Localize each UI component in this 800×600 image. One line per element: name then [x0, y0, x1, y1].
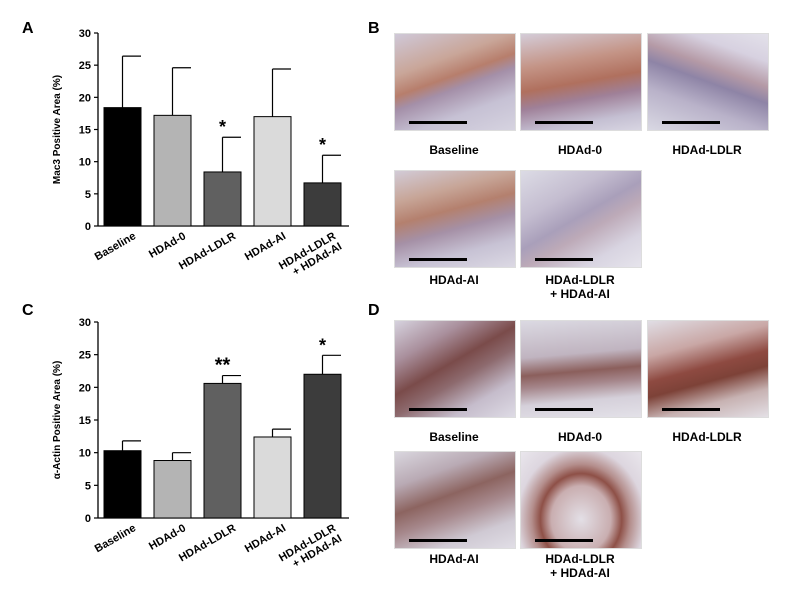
- category-label: Baseline: [93, 230, 138, 263]
- scale-bar: [535, 121, 593, 124]
- micrograph-b-hdad-ldlr: [647, 33, 769, 131]
- category-label: HDAd-LDLR: [177, 522, 238, 564]
- y-axis-label: Mac3 Positive Area (%): [52, 75, 63, 184]
- y-axis-label: α-Actin Positive Area (%): [52, 361, 63, 480]
- y-tick-label: 30: [79, 28, 91, 40]
- micrograph-d-hdad-ldlr-ai: [520, 451, 642, 549]
- micrograph-label: Baseline: [429, 430, 479, 444]
- bar: [103, 450, 142, 519]
- y-tick-label: 20: [79, 92, 91, 104]
- category-label: HDAd-0: [147, 522, 188, 553]
- bar: [203, 382, 242, 519]
- scale-bar: [409, 121, 467, 124]
- micrograph-label: HDAd-LDLR: [672, 430, 742, 444]
- micrograph-b-hdad-ldlr-ai: [520, 170, 642, 268]
- micrograph-b-hdad-ai: [394, 170, 516, 268]
- micrograph-label: HDAd-LDLR: [672, 143, 742, 157]
- panel-letter-a: A: [22, 20, 34, 37]
- y-tick-label: 30: [79, 317, 91, 329]
- category-label: HDAd-AI: [243, 230, 288, 263]
- scale-bar: [662, 408, 720, 411]
- category-label: HDAd-LDLR+ HDAd-AI: [277, 522, 344, 575]
- scale-bar: [535, 539, 593, 542]
- y-tick-label: 10: [79, 448, 91, 460]
- micrograph-d-hdad-ldlr: [647, 320, 769, 418]
- panel-letter-d: D: [368, 302, 380, 319]
- micrograph-label: HDAd-LDLR + HDAd-AI: [545, 552, 615, 580]
- y-tick-label: 0: [85, 221, 91, 233]
- category-label: Baseline: [93, 522, 138, 555]
- micrograph-b-hdad-0: [520, 33, 642, 131]
- category-label: HDAd-AI: [243, 522, 288, 555]
- scale-bar: [535, 258, 593, 261]
- y-tick-label: 0: [85, 513, 91, 525]
- bar: [303, 182, 342, 227]
- bar: [253, 116, 292, 227]
- category-label: HDAd-LDLR: [177, 230, 238, 272]
- micrograph-b-baseline: [394, 33, 516, 131]
- micrograph-d-hdad-ai: [394, 451, 516, 549]
- y-tick-label: 10: [79, 157, 91, 169]
- scale-bar: [662, 121, 720, 124]
- micrograph-label: HDAd-0: [558, 143, 602, 157]
- significance-mark: *: [219, 117, 226, 137]
- significance-mark: **: [215, 355, 231, 377]
- micrograph-label: HDAd-AI: [429, 273, 479, 287]
- scale-bar: [535, 408, 593, 411]
- panel-letter-b: B: [368, 20, 380, 37]
- micrograph-label: Baseline: [429, 143, 479, 157]
- micrograph-d-hdad-0: [520, 320, 642, 418]
- bar: [153, 114, 192, 227]
- significance-mark: *: [319, 335, 326, 355]
- significance-mark: *: [319, 135, 326, 155]
- scale-bar: [409, 539, 467, 542]
- y-tick-label: 15: [79, 415, 91, 427]
- bar: [203, 171, 242, 227]
- micrograph-d-baseline: [394, 320, 516, 418]
- bar: [153, 460, 192, 519]
- panel-letter-c: C: [22, 302, 34, 319]
- micrograph-label: HDAd-0: [558, 430, 602, 444]
- bar: [303, 373, 342, 519]
- scale-bar: [409, 408, 467, 411]
- y-tick-label: 25: [79, 350, 91, 362]
- bar: [103, 107, 142, 227]
- y-tick-label: 25: [79, 60, 91, 72]
- y-tick-label: 20: [79, 382, 91, 394]
- y-tick-label: 5: [85, 189, 91, 201]
- y-tick-label: 5: [85, 480, 91, 492]
- y-tick-label: 15: [79, 125, 91, 137]
- category-label: HDAd-LDLR+ HDAd-AI: [277, 230, 344, 283]
- bar: [253, 436, 292, 519]
- category-label: HDAd-0: [147, 230, 188, 261]
- scale-bar: [409, 258, 467, 261]
- micrograph-label: HDAd-LDLR + HDAd-AI: [545, 273, 615, 301]
- micrograph-label: HDAd-AI: [429, 552, 479, 566]
